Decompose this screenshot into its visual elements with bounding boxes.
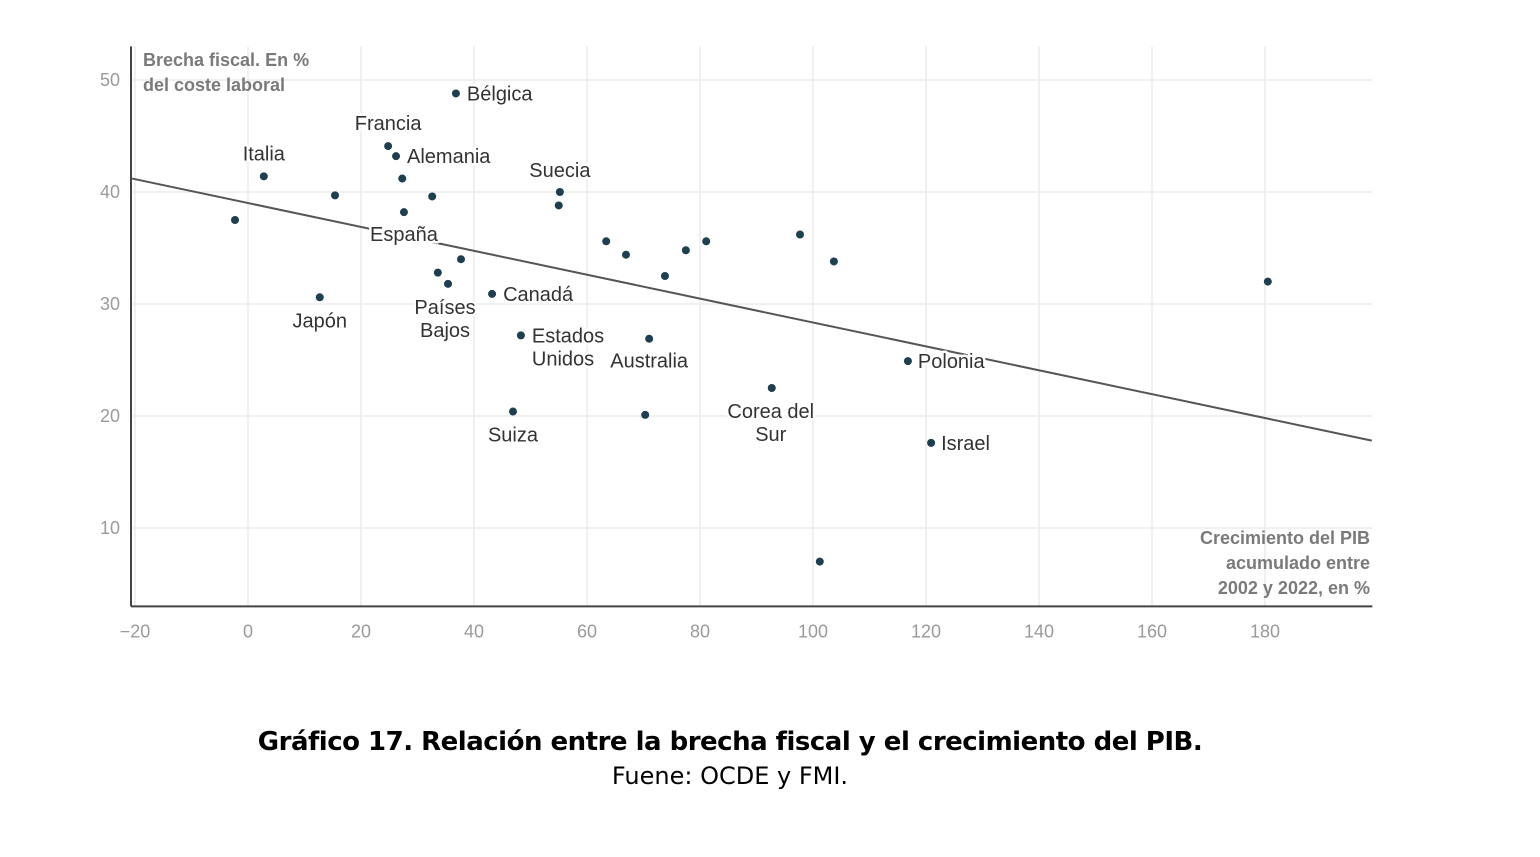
y-tick-label: 50 xyxy=(100,70,120,90)
point-label: Suiza xyxy=(488,425,539,447)
data-point xyxy=(315,293,324,302)
data-point xyxy=(645,334,654,343)
data-point xyxy=(796,230,805,239)
data-point xyxy=(702,237,711,246)
data-point xyxy=(621,250,630,259)
x-tick-label: 60 xyxy=(577,621,597,641)
chart-caption-title: Gráfico 17. Relación entre la brecha fis… xyxy=(257,727,1203,757)
data-point xyxy=(508,407,517,416)
data-point xyxy=(259,172,268,181)
y-tick-label: 30 xyxy=(100,294,120,314)
data-point xyxy=(428,192,437,201)
x-tick-label: 100 xyxy=(798,621,828,641)
data-point xyxy=(602,237,611,246)
point-label: Bélgica xyxy=(467,83,533,105)
data-point xyxy=(641,410,650,419)
point-label: Italia xyxy=(243,143,286,165)
data-point xyxy=(927,438,936,447)
point-label: Estados Unidos xyxy=(532,325,604,370)
data-point xyxy=(457,255,466,264)
x-axis-title: 2002 y 2022, en % xyxy=(1218,578,1370,598)
point-label: Polonia xyxy=(918,351,986,373)
data-point xyxy=(554,201,563,210)
data-point xyxy=(488,289,497,298)
data-point xyxy=(903,357,912,366)
point-label: Alemania xyxy=(407,146,491,168)
data-point xyxy=(555,188,564,196)
data-point xyxy=(815,557,824,566)
y-tick-label: 10 xyxy=(100,518,120,538)
x-tick-label: 180 xyxy=(1250,621,1280,641)
trend-line xyxy=(131,177,1372,442)
x-axis-title: acumulado entre xyxy=(1226,553,1370,573)
x-tick-label: 80 xyxy=(690,621,710,641)
y-tick-label: 20 xyxy=(100,406,120,426)
data-point xyxy=(399,208,408,217)
data-point xyxy=(433,268,442,277)
x-tick-label: 40 xyxy=(464,621,484,641)
scatter-chart: −20 0 20 40 60 80 100 120 140 160 180 10 20 30 40 50 Bre… xyxy=(100,46,1373,641)
point-label: Japón xyxy=(293,310,348,332)
x-axis-title: Crecimiento del PIB xyxy=(1200,528,1370,548)
data-point xyxy=(331,191,340,200)
data-point xyxy=(829,257,838,266)
data-point xyxy=(451,89,460,98)
x-tick-label: 20 xyxy=(351,621,371,641)
data-point xyxy=(231,216,240,224)
point-label: Israel xyxy=(941,433,990,455)
point-label: Suecia xyxy=(529,160,591,182)
point-label: Canadá xyxy=(503,284,574,306)
point-label: España xyxy=(370,224,439,246)
data-point xyxy=(767,384,776,392)
x-tick-label: 160 xyxy=(1137,621,1167,641)
x-tick-label: −20 xyxy=(120,621,151,641)
point-label: Países Bajos xyxy=(414,297,475,342)
data-point xyxy=(392,152,401,161)
x-tick-label: 140 xyxy=(1024,621,1054,641)
data-point xyxy=(384,142,393,151)
x-tick-label: 120 xyxy=(911,621,941,641)
x-tick-label: 0 xyxy=(243,621,253,641)
y-tick-label: 40 xyxy=(100,182,120,202)
point-label: Francia xyxy=(355,113,423,135)
data-point xyxy=(398,174,407,183)
y-axis-title: Brecha fiscal. En % xyxy=(143,50,309,70)
point-label: Australia xyxy=(610,351,689,373)
data-point xyxy=(681,246,690,255)
y-axis-title: del coste laboral xyxy=(143,75,285,95)
data-point xyxy=(444,279,453,288)
data-point xyxy=(1263,277,1272,286)
data-point xyxy=(516,331,525,340)
point-label: Corea del Sur xyxy=(727,401,814,446)
chart-caption-source: Fuene: OCDE y FMI. xyxy=(611,762,849,790)
data-point xyxy=(660,272,669,280)
